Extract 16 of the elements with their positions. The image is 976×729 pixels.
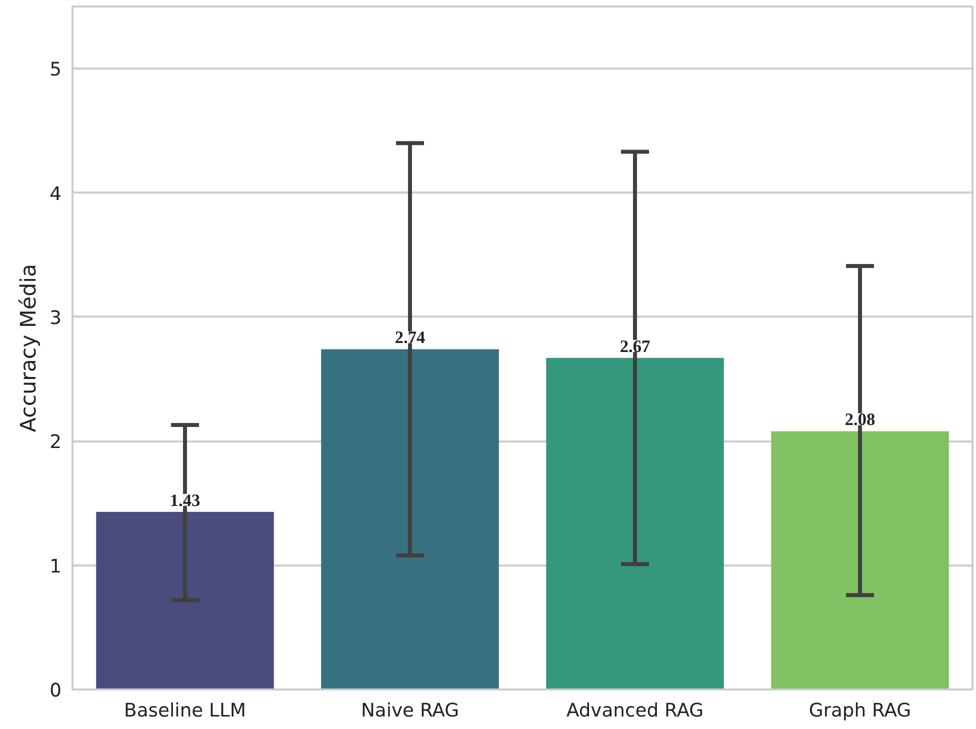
y-tick-label: 5 — [50, 60, 62, 81]
y-tick-label: 4 — [50, 184, 62, 205]
bar — [96, 512, 274, 690]
y-axis-title: Accuracy Média — [16, 264, 42, 432]
data-label: 2.74 — [394, 328, 426, 348]
x-tick-label: Naive RAG — [360, 700, 460, 722]
data-label: 2.67 — [620, 336, 650, 356]
x-tick-label: Baseline LLM — [124, 700, 246, 722]
y-tick-label: 3 — [50, 308, 62, 329]
y-tick-label: 1 — [50, 556, 62, 578]
y-tick-label: 2 — [50, 432, 62, 454]
data-label: 2.08 — [844, 410, 876, 430]
y-tick-label: 0 — [50, 680, 62, 702]
x-tick-label: Advanced RAG — [566, 700, 704, 722]
x-tick-label: Graph RAG — [808, 700, 912, 722]
data-label: 1.43 — [170, 490, 200, 510]
